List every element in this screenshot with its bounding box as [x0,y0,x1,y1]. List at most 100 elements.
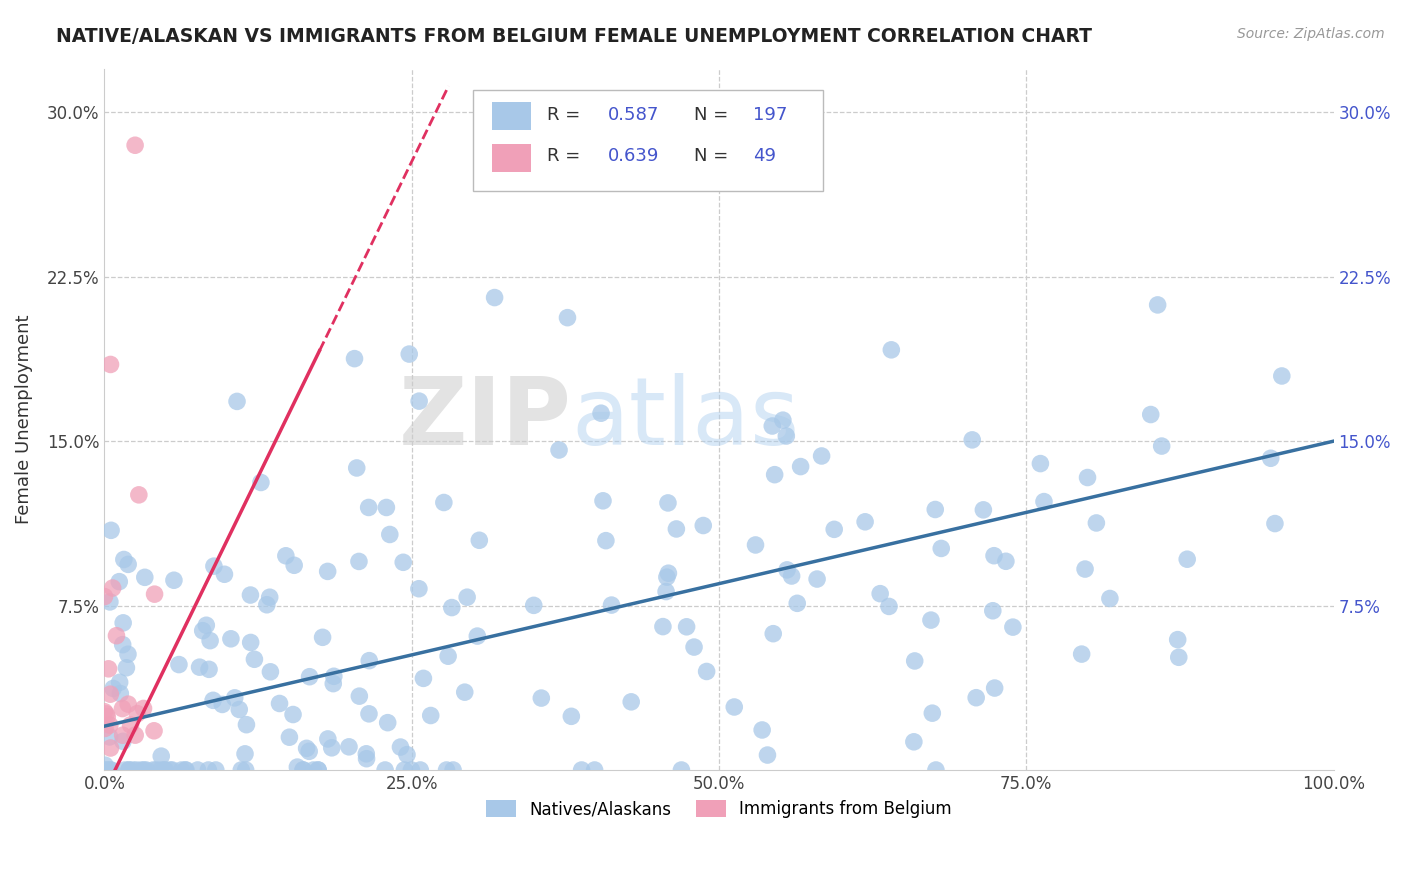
Point [174,763,197,777]
Point [96,800,118,814]
Point [259,591,281,605]
Point [250,475,273,490]
Point [409,763,432,777]
Point [94,806,117,821]
FancyBboxPatch shape [472,89,824,191]
Point [117,647,139,661]
Point [311,630,333,644]
Point [150,749,173,764]
Point [235,717,257,731]
Point [100,358,122,372]
Point [356,747,378,761]
Point [125,763,148,777]
Point [239,588,262,602]
Point [346,461,368,475]
Point [972,503,994,517]
Point [523,599,546,613]
Point [298,744,321,758]
Point [101,681,124,696]
Point [170,763,193,777]
Point [233,747,256,761]
Point [1033,494,1056,508]
Y-axis label: Female Unemployment: Female Unemployment [15,315,32,524]
Point [394,763,416,777]
Point [195,618,218,632]
Point [135,763,157,777]
Bar [492,103,531,130]
Point [101,581,124,595]
Point [1167,632,1189,647]
Point [285,760,308,774]
Point [763,467,786,482]
Point [111,734,134,748]
Point [924,502,946,516]
Point [198,633,221,648]
Point [114,763,136,777]
Point [657,566,679,581]
Point [117,558,139,572]
Point [111,728,134,742]
Point [880,343,903,357]
Point [111,806,134,821]
Point [146,806,169,821]
Point [929,541,952,556]
Point [1076,470,1098,484]
Point [1146,298,1168,312]
Point [1260,451,1282,466]
Point [94,806,117,821]
Point [187,763,209,777]
Point [243,652,266,666]
Point [592,493,614,508]
Point [219,632,242,646]
Point [111,638,134,652]
Point [321,740,343,755]
Point [98,718,121,732]
Point [103,806,125,821]
Point [120,718,142,732]
Point [94,777,117,791]
Point [408,394,430,409]
Point [292,763,315,777]
Point [235,763,257,777]
Text: 197: 197 [754,106,787,124]
Point [1074,562,1097,576]
Point [149,763,172,777]
Point [96,806,118,821]
Point [110,687,132,701]
Point [132,763,155,777]
Point [1070,647,1092,661]
Point [239,635,262,649]
Point [278,730,301,744]
Text: R =: R = [547,147,586,165]
Point [1139,408,1161,422]
Point [93,806,115,821]
Point [877,599,900,614]
Point [655,584,678,599]
Point [153,763,176,777]
Point [118,763,141,777]
Point [548,442,571,457]
Point [316,565,339,579]
Point [202,559,225,574]
Point [118,763,141,777]
Point [557,310,579,325]
Point [96,806,118,821]
Point [110,806,132,821]
Point [131,763,153,777]
Point [657,496,679,510]
Point [994,554,1017,568]
Point [780,569,803,583]
Point [174,763,197,777]
Point [302,763,325,777]
Point [100,763,122,777]
Point [143,587,166,601]
Text: 49: 49 [754,147,776,165]
Point [960,433,983,447]
Point [226,394,249,409]
Point [651,619,673,633]
Point [786,596,808,610]
Point [723,700,745,714]
Point [776,563,799,577]
Point [751,723,773,737]
Point [392,555,415,569]
